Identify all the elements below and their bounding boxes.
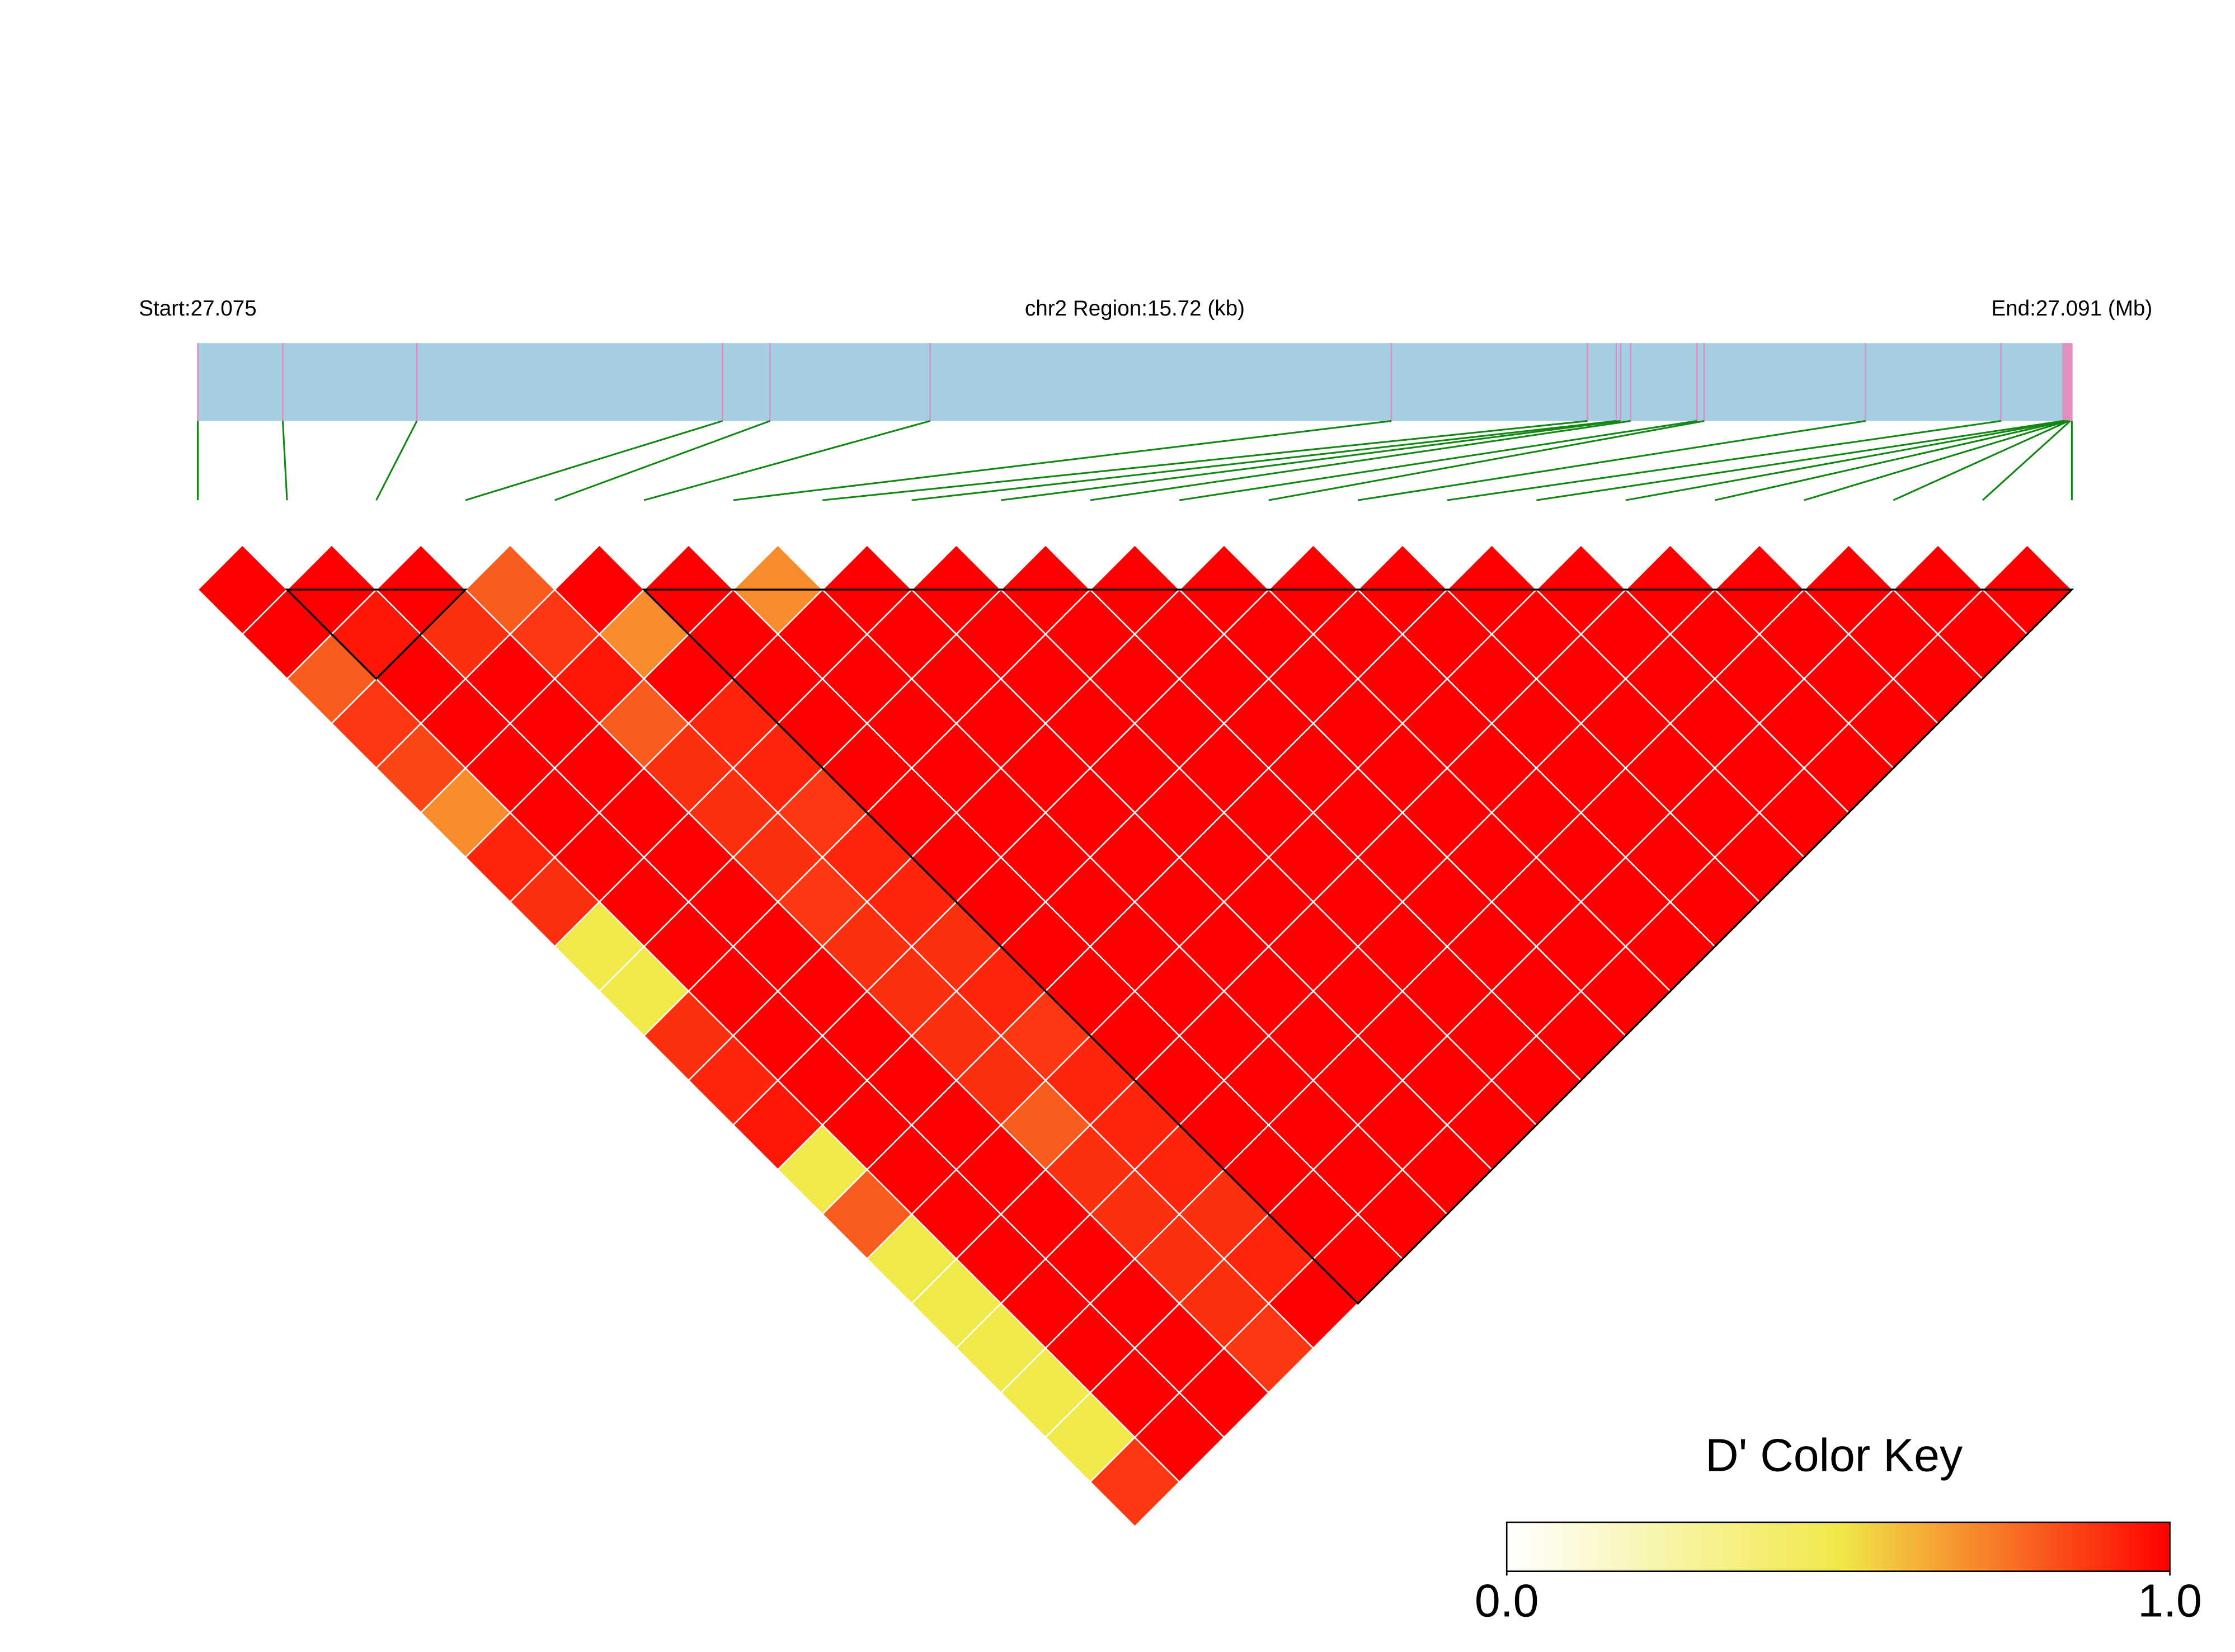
snp-connector xyxy=(1536,420,2063,501)
start-label: Start:27.075 xyxy=(139,296,257,321)
snp-connector xyxy=(1893,420,2069,501)
snp-connector xyxy=(465,420,723,501)
legend-title: D' Color Key xyxy=(1705,1429,1963,1481)
snp-connector xyxy=(911,420,1617,501)
snp-connector xyxy=(375,420,418,501)
snp-connector xyxy=(554,420,770,501)
region-track xyxy=(197,343,2072,421)
snp-connector xyxy=(822,420,1588,501)
snp-connector xyxy=(281,421,288,501)
snp-connector xyxy=(1625,420,2065,501)
snp-connector xyxy=(1804,420,2068,501)
color-key xyxy=(1505,1521,2171,1572)
snp-connector xyxy=(1714,420,2067,501)
region-label: chr2 Region:15.72 (kb) xyxy=(1025,296,1245,321)
color-key-tick-label: 0.0 xyxy=(1475,1575,1539,1627)
snp-connector xyxy=(643,420,930,501)
end-label: End:27.091 (Mb) xyxy=(1991,296,2152,321)
color-key-tick-label: 1.0 xyxy=(2138,1575,2202,1627)
snp-connector xyxy=(1447,420,2001,501)
snp-connector xyxy=(1090,420,1631,501)
snp-connector xyxy=(733,420,1392,501)
ld-block-outline xyxy=(284,589,468,680)
snp-connector xyxy=(1179,420,1697,501)
snp-connector xyxy=(1357,420,1866,501)
snp-connector xyxy=(1268,420,1705,501)
snp-connector xyxy=(1982,420,2071,501)
snp-connector xyxy=(1000,420,1621,501)
ld-block-outline xyxy=(642,589,2074,1305)
